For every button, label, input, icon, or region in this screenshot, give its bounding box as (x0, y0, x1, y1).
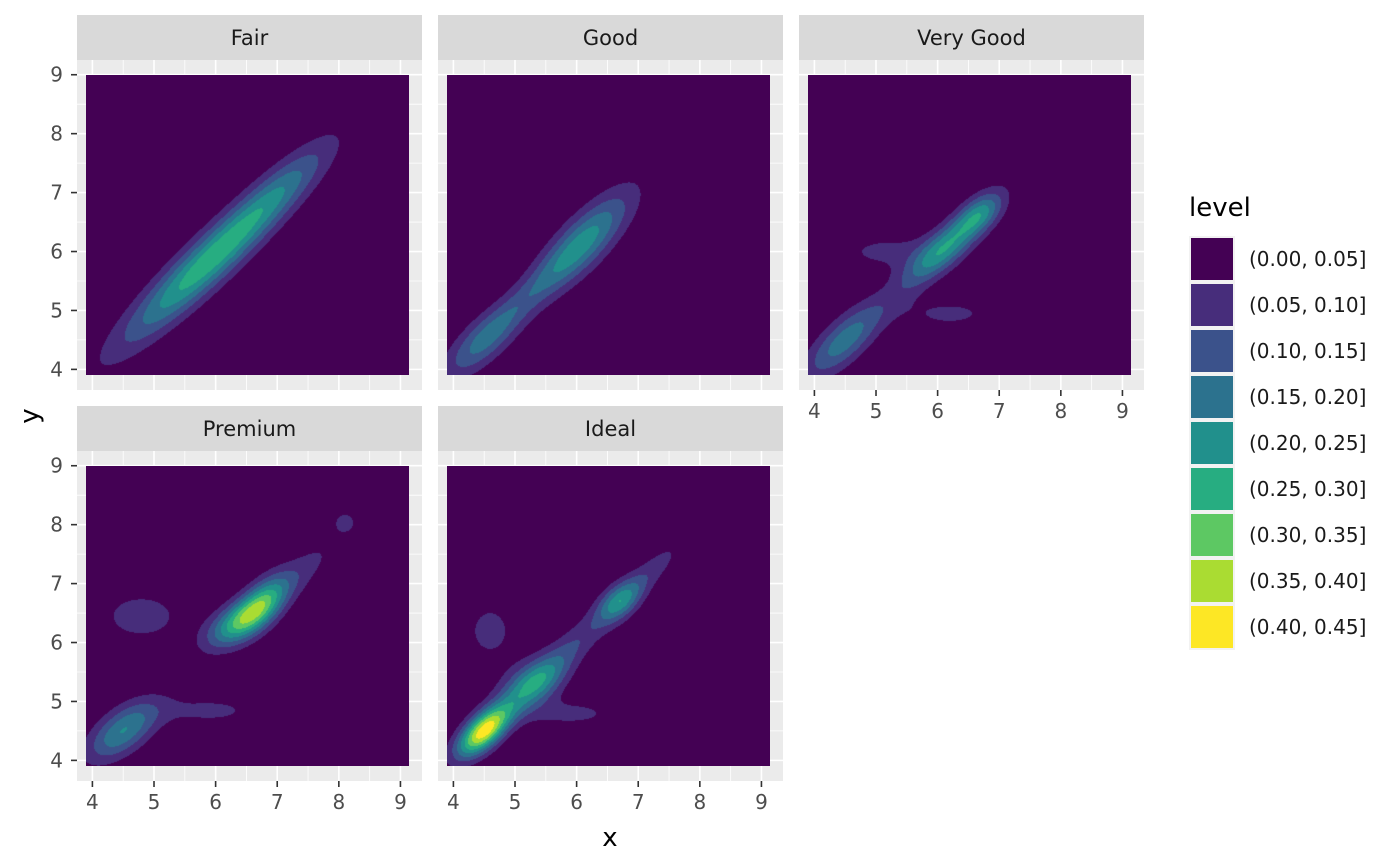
x-tick-label: 6 (209, 790, 222, 814)
y-tick-label: 9 (50, 454, 63, 478)
density-raster (86, 74, 410, 376)
legend-swatch (1191, 514, 1233, 556)
y-tick-label: 6 (50, 240, 63, 264)
legend-title: level (1189, 193, 1251, 223)
legend-swatch (1191, 284, 1233, 326)
y-tick-label: 7 (50, 572, 63, 596)
legend-item: (0.00, 0.05] (1189, 236, 1366, 282)
x-tick-label: 4 (447, 790, 460, 814)
facet-strip (799, 15, 1144, 60)
y-axis: 4 5 6 7 8 9 (50, 63, 77, 381)
x-tick-label: 5 (509, 790, 522, 814)
panel-good: Good (438, 15, 783, 390)
facet-strip (77, 406, 422, 451)
y-tick-label: 9 (50, 63, 63, 87)
legend-item: (0.40, 0.45] (1189, 604, 1366, 650)
x-axis: 4 5 6 7 8 9 (447, 781, 768, 814)
legend-label: (0.20, 0.25] (1249, 431, 1366, 455)
legend-label: (0.10, 0.15] (1249, 339, 1366, 363)
y-axis: 4 5 6 7 8 9 (50, 454, 77, 772)
y-tick-label: 5 (50, 298, 63, 322)
x-tick-label: 6 (931, 399, 944, 423)
legend-item: (0.25, 0.30] (1189, 466, 1366, 512)
legend-label: (0.30, 0.35] (1249, 523, 1366, 547)
facet-label: Good (583, 26, 638, 50)
legend-label: (0.00, 0.05] (1249, 247, 1366, 271)
x-tick-label: 4 (86, 790, 99, 814)
facet-strip (438, 15, 783, 60)
y-tick-label: 8 (50, 513, 63, 537)
x-tick-label: 9 (1116, 399, 1129, 423)
legend-item: (0.35, 0.40] (1189, 558, 1366, 604)
x-tick-label: 7 (271, 790, 284, 814)
legend-swatch (1191, 376, 1233, 418)
legend-swatch (1191, 330, 1233, 372)
facet-strip (438, 406, 783, 451)
legend-swatch (1191, 468, 1233, 510)
density-raster (447, 465, 771, 767)
facet-strip (77, 15, 422, 60)
y-tick-label: 4 (50, 357, 63, 381)
x-axis: 4 5 6 7 8 9 (808, 390, 1129, 423)
legend-swatch (1191, 238, 1233, 280)
facet-label: Very Good (917, 26, 1026, 50)
panel-premium: Premium 4 5 6 7 8 9 4 5 6 7 8 9 (50, 406, 422, 814)
legend-label: (0.25, 0.30] (1249, 477, 1366, 501)
legend-item: (0.30, 0.35] (1189, 512, 1366, 558)
y-axis-title: y (15, 408, 45, 423)
y-tick-label: 4 (50, 748, 63, 772)
x-tick-label: 7 (993, 399, 1006, 423)
x-tick-label: 4 (808, 399, 821, 423)
y-tick-label: 5 (50, 689, 63, 713)
y-tick-label: 7 (50, 181, 63, 205)
facet-panels: Fair 4 5 6 7 8 9 Good Very Good 4 5 6 7 8 9 Premium 4 5 6 7… (50, 15, 1144, 814)
panel-fair: Fair 4 5 6 7 8 9 (50, 15, 422, 390)
x-tick-label: 5 (870, 399, 883, 423)
facet-label: Ideal (585, 417, 636, 441)
legend-label: (0.35, 0.40] (1249, 569, 1366, 593)
legend-label: (0.05, 0.10] (1249, 293, 1366, 317)
x-tick-label: 8 (332, 790, 345, 814)
x-tick-label: 9 (394, 790, 407, 814)
facet-label: Fair (231, 26, 269, 50)
legend-item: (0.05, 0.10] (1189, 282, 1366, 328)
legend-item: (0.20, 0.25] (1189, 420, 1366, 466)
legend-item: (0.15, 0.20] (1189, 374, 1366, 420)
legend-swatch (1191, 606, 1233, 648)
legend-swatch (1191, 422, 1233, 464)
y-tick-label: 6 (50, 631, 63, 655)
y-tick-label: 8 (50, 122, 63, 146)
x-tick-label: 6 (570, 790, 583, 814)
legend-item: (0.10, 0.15] (1189, 328, 1366, 374)
density-raster (808, 74, 1132, 376)
density-raster (86, 465, 410, 767)
x-tick-label: 8 (693, 790, 706, 814)
density-raster (447, 74, 771, 376)
legend-swatch (1191, 560, 1233, 602)
x-tick-label: 9 (755, 790, 768, 814)
legend: level (0.00, 0.05] (0.05, 0.10] (0.10, 0.1… (1189, 193, 1366, 650)
x-axis-title: x (602, 823, 617, 853)
legend-label: (0.40, 0.45] (1249, 615, 1366, 639)
legend-label: (0.15, 0.20] (1249, 385, 1366, 409)
x-tick-label: 7 (632, 790, 645, 814)
x-axis: 4 5 6 7 8 9 (86, 781, 407, 814)
panel-very-good: Very Good 4 5 6 7 8 9 (799, 15, 1144, 423)
x-tick-label: 5 (148, 790, 161, 814)
facet-label: Premium (203, 417, 296, 441)
panel-ideal: Ideal 4 5 6 7 8 9 (438, 406, 783, 814)
x-tick-label: 8 (1054, 399, 1067, 423)
